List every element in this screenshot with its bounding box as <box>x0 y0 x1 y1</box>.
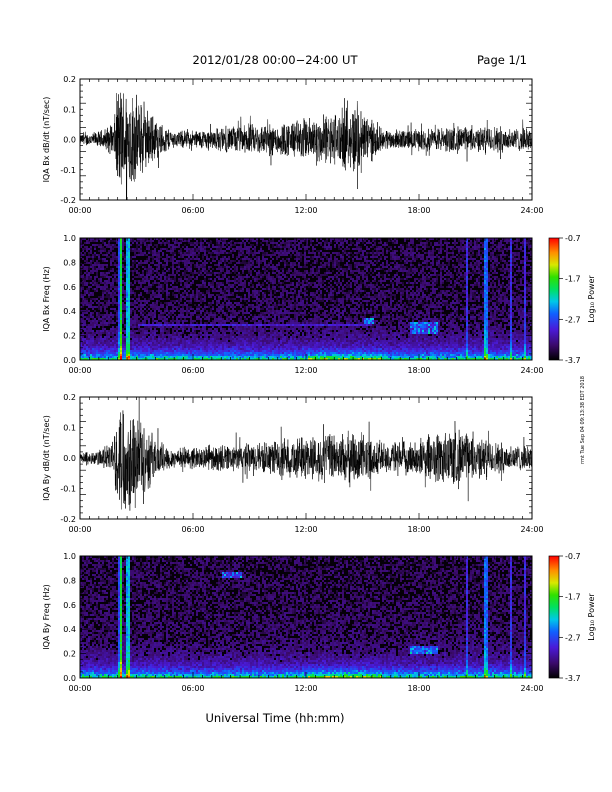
y-tick-label: 0.0 <box>63 674 76 683</box>
colorbar-tick-label: -0.7 <box>565 234 581 243</box>
y-tick-label: 0.6 <box>63 283 76 292</box>
y-tick-label: 0.4 <box>63 307 76 316</box>
spectrogram-panel-2: 00:00 06:00 12:00 18:00 24:00 0.0 0.2 0.4 0.6 0.8… <box>42 234 596 375</box>
y-tick-label: -0.1 <box>60 166 76 175</box>
colorbar-tick-label: -0.7 <box>565 552 581 561</box>
page-number: Page 1/1 <box>477 53 527 67</box>
x-tick-label: 00:00 <box>68 684 91 693</box>
colorbar-tick-label: -3.7 <box>565 674 581 683</box>
x-tick-label: 06:00 <box>181 206 204 215</box>
y-tick-label: 0.0 <box>63 454 76 463</box>
y-tick-label: 0.1 <box>63 424 76 433</box>
y-axis-label: IQA Bx Freq (Hz) <box>42 266 51 332</box>
waveform-series <box>80 397 532 511</box>
x-tick-label: 24:00 <box>520 525 543 534</box>
page-title: 2012/01/28 00:00−24:00 UT <box>193 53 359 67</box>
y-tick-label: 0.8 <box>63 576 76 585</box>
y-tick-label: 0.1 <box>63 105 76 114</box>
x-tick-label: 12:00 <box>294 206 317 215</box>
x-tick-label: 18:00 <box>407 366 430 375</box>
y-tick-label: 0.0 <box>63 136 76 145</box>
y-axis-label: IQA By Freq (Hz) <box>42 584 51 650</box>
y-tick-label: 0.4 <box>63 625 76 634</box>
y-axis-label: IQA By dB/dt (nT/sec) <box>42 415 51 501</box>
spectrogram-cells <box>80 556 532 678</box>
panels: 00:00 06:00 12:00 18:00 24:00 -0.2 -0.1 0.0 0.1 0… <box>42 75 596 693</box>
x-axis-label: Universal Time (hh:mm) <box>205 711 344 725</box>
waveform-panel-1: 00:00 06:00 12:00 18:00 24:00 -0.2 -0.1 0.0 0.1 0… <box>42 75 544 215</box>
x-tick-label: 24:00 <box>520 206 543 215</box>
y-tick-label: -0.2 <box>60 515 76 524</box>
spectrogram-panel-4: 00:00 06:00 12:00 18:00 24:00 0.0 0.2 0.4 0.6 0.8… <box>42 552 596 693</box>
waveform-series <box>80 92 532 200</box>
x-tick-label: 06:00 <box>181 366 204 375</box>
colorbar <box>548 555 560 679</box>
y-tick-label: 0.2 <box>63 332 76 341</box>
y-tick-label: -0.2 <box>60 196 76 205</box>
colorbar-tick-label: -1.7 <box>565 275 581 284</box>
colorbar <box>548 237 560 361</box>
y-tick-label: 0.8 <box>63 258 76 267</box>
colorbar-tick-label: -2.7 <box>565 633 581 642</box>
x-tick-label: 00:00 <box>68 525 91 534</box>
y-tick-label: 0.0 <box>63 356 76 365</box>
y-tick-label: 1.0 <box>63 234 76 243</box>
x-tick-label: 06:00 <box>181 525 204 534</box>
y-tick-label: 1.0 <box>63 552 76 561</box>
x-tick-label: 24:00 <box>520 366 543 375</box>
x-tick-label: 00:00 <box>68 206 91 215</box>
x-tick-label: 18:00 <box>407 206 430 215</box>
x-tick-label: 12:00 <box>294 684 317 693</box>
y-tick-label: 0.2 <box>63 650 76 659</box>
colorbar-label: Log₁₀ Power <box>587 593 596 641</box>
colorbar-tick-label: -2.7 <box>565 315 581 324</box>
y-axis-label: IQA Bx dB/dt (nT/sec) <box>42 97 51 183</box>
x-tick-label: 12:00 <box>294 366 317 375</box>
y-tick-label: 0.2 <box>63 393 76 402</box>
x-tick-label: 18:00 <box>407 684 430 693</box>
y-tick-label: 0.6 <box>63 601 76 610</box>
x-tick-label: 06:00 <box>181 684 204 693</box>
y-tick-label: 0.2 <box>63 75 76 84</box>
x-tick-label: 24:00 <box>520 684 543 693</box>
waveform-panel-3: 00:00 06:00 12:00 18:00 24:00 -0.2 -0.1 0.0 0.1 0… <box>42 393 544 534</box>
colorbar-tick-label: -3.7 <box>565 356 581 365</box>
x-tick-label: 00:00 <box>68 366 91 375</box>
colorbar-tick-label: -1.7 <box>565 593 581 602</box>
x-tick-label: 12:00 <box>294 525 317 534</box>
x-tick-label: 18:00 <box>407 525 430 534</box>
spectrogram-cells <box>80 238 532 360</box>
side-note: rmt Tue Sep 04 09:13:38 EDT 2018 <box>580 376 586 464</box>
y-tick-label: -0.1 <box>60 485 76 494</box>
colorbar-label: Log₁₀ Power <box>587 275 596 323</box>
